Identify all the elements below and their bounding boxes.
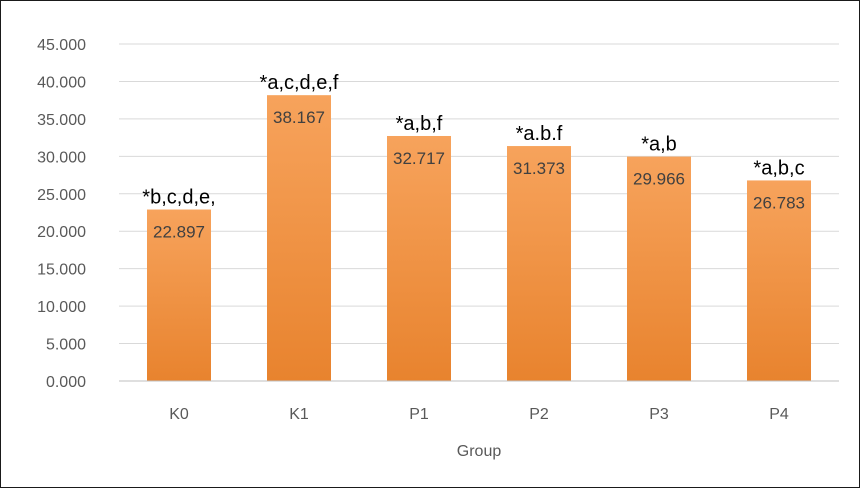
significance-annotation: *a,c,d,e,f bbox=[260, 72, 339, 94]
y-tick-label: 20.000 bbox=[37, 224, 86, 241]
y-tick-label: 25.000 bbox=[37, 187, 86, 204]
bar-k1 bbox=[267, 95, 331, 382]
x-tick-label: P2 bbox=[529, 406, 549, 423]
y-tick-label: 40.000 bbox=[37, 74, 86, 91]
y-tick-label: 35.000 bbox=[37, 112, 86, 129]
x-tick-label: K1 bbox=[289, 406, 309, 423]
significance-annotation: *a,b,f bbox=[396, 113, 443, 135]
bars: 22.897 *b,c,d,e, 38.167 *a,c,d,e,f 32.717 *a,… bbox=[142, 72, 811, 382]
significance-annotation: *a,b bbox=[641, 134, 677, 156]
x-axis-title: Group bbox=[457, 443, 502, 460]
significance-annotation: *b,c,d,e, bbox=[142, 187, 215, 209]
data-label: 31.373 bbox=[513, 159, 565, 178]
bar-p3 bbox=[627, 156, 691, 381]
data-label: 29.966 bbox=[633, 170, 685, 189]
y-tick-label: 30.000 bbox=[37, 149, 86, 166]
x-tick-label: K0 bbox=[169, 406, 189, 423]
y-tick-label: 45.000 bbox=[37, 37, 86, 54]
x-tick-label: P3 bbox=[649, 406, 669, 423]
gridlines bbox=[119, 43, 839, 345]
bar-k0 bbox=[147, 209, 211, 381]
significance-annotation: *a.b.f bbox=[516, 123, 563, 145]
x-axis-category-labels: K0 K1 P1 P2 P3 P4 bbox=[169, 406, 789, 423]
y-axis-tick-labels: 0.000 5.000 10.000 15.000 20.000 25.000 30.000… bbox=[37, 37, 86, 391]
bar-p1 bbox=[387, 135, 451, 381]
y-tick-label: 0.000 bbox=[46, 374, 86, 391]
data-label: 22.897 bbox=[153, 223, 205, 242]
significance-annotation: *a,b,c bbox=[753, 157, 804, 179]
y-tick-label: 5.000 bbox=[46, 337, 86, 354]
bar-p4 bbox=[747, 180, 811, 381]
bar-p2 bbox=[507, 146, 571, 381]
data-label: 26.783 bbox=[753, 193, 805, 212]
x-tick-label: P4 bbox=[769, 406, 789, 423]
y-tick-label: 15.000 bbox=[37, 262, 86, 279]
data-label: 32.717 bbox=[393, 149, 445, 168]
y-tick-label: 10.000 bbox=[37, 299, 86, 316]
x-tick-label: P1 bbox=[409, 406, 429, 423]
data-label: 38.167 bbox=[273, 108, 325, 127]
